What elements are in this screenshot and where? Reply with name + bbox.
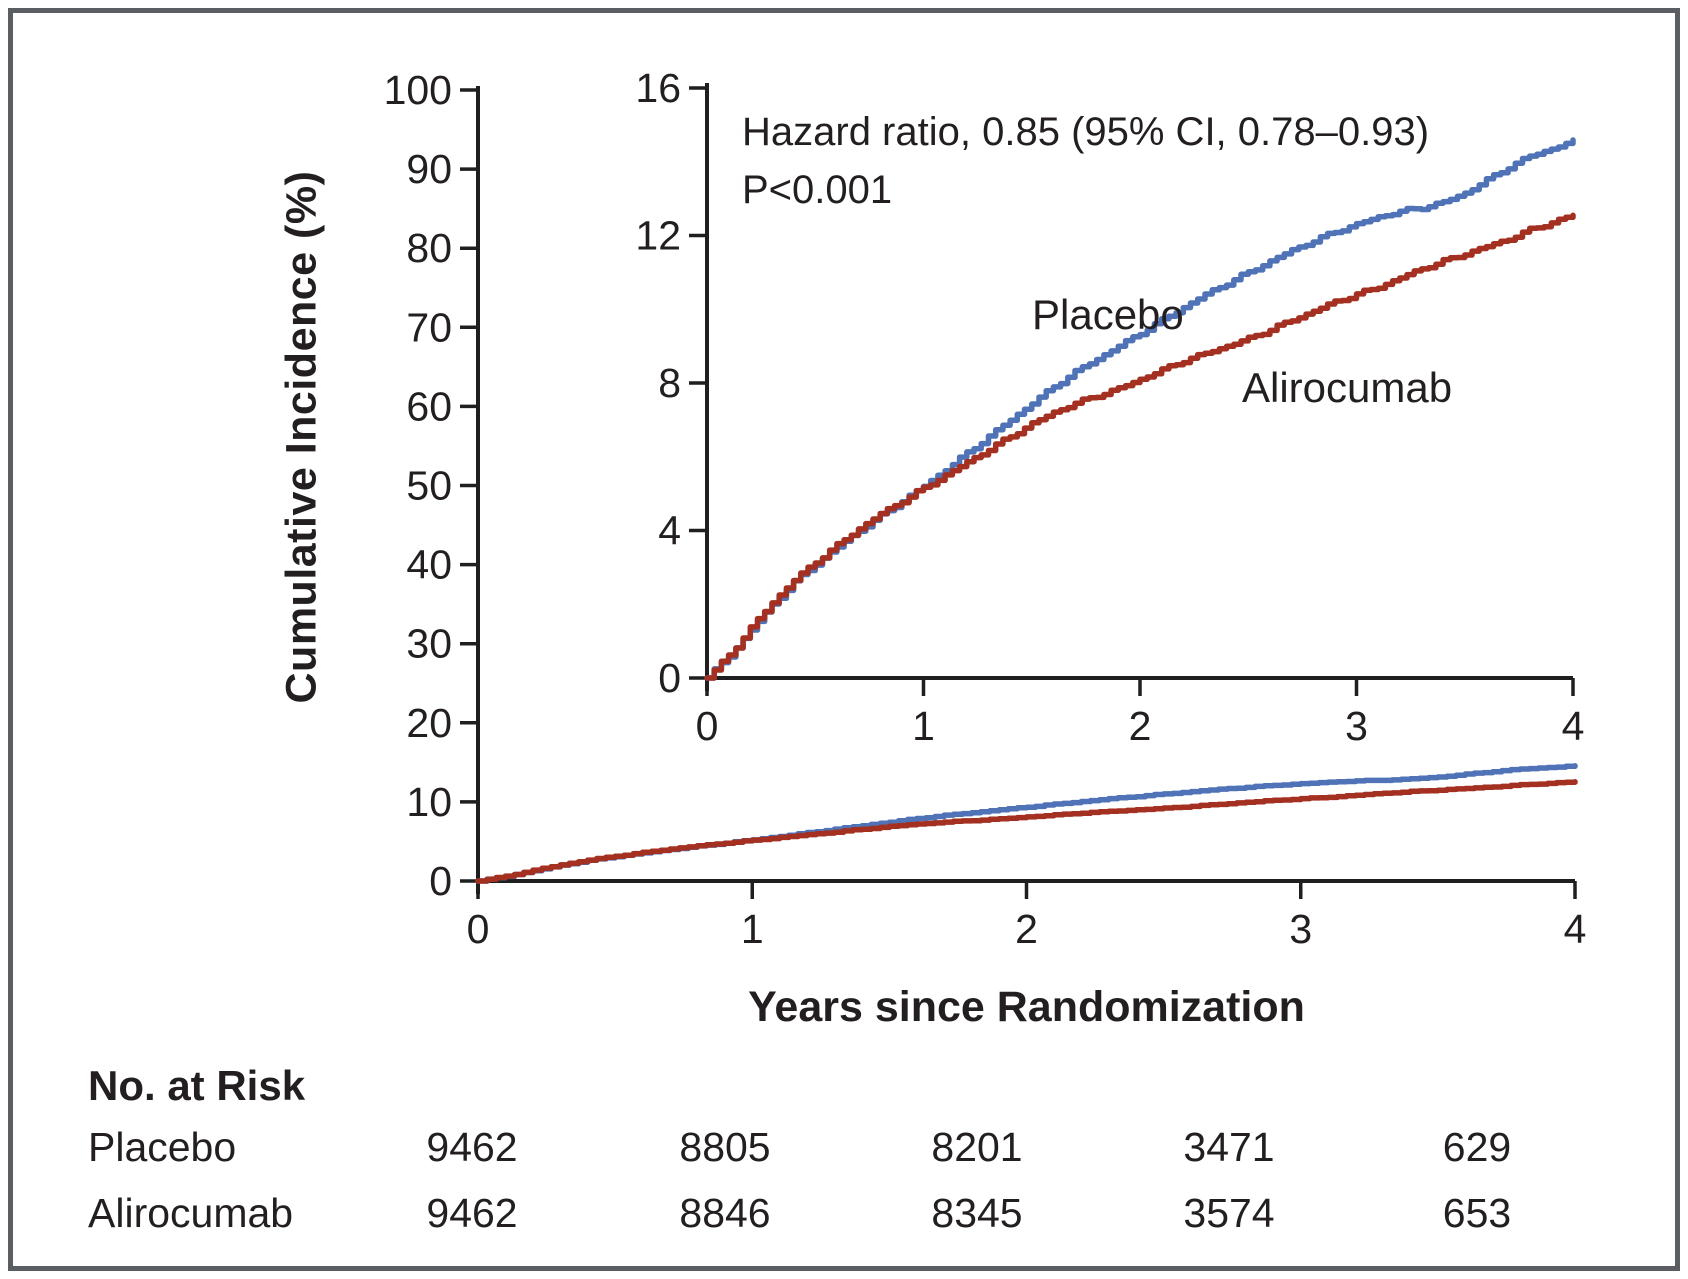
inset-x-tick-label: 3: [1345, 703, 1368, 749]
risk-value: 3471: [1183, 1124, 1275, 1170]
risk-value: 629: [1442, 1124, 1512, 1170]
risk-value: 9462: [426, 1190, 518, 1236]
main-x-tick-label: 4: [1564, 906, 1587, 952]
risk-value: 8345: [931, 1190, 1023, 1236]
risk-value: 9462: [426, 1124, 518, 1170]
placebo-curve: [475, 762, 1578, 884]
y-axis-title: Cumulative Incidence (%): [277, 170, 326, 704]
main-y-tick-label: 0: [429, 858, 452, 904]
inset-x-tick-label: 2: [1129, 703, 1152, 749]
main-y-tick-label: 80: [406, 225, 452, 271]
main-y-tick-label: 30: [406, 621, 452, 667]
risk-value: 8201: [931, 1124, 1023, 1170]
inset-y-tick-label: 12: [635, 213, 681, 259]
inset-y-tick-label: 0: [658, 655, 681, 701]
inset-y-tick-label: 8: [658, 360, 681, 406]
main-y-tick-label: 50: [406, 463, 452, 509]
main-x-tick-label: 1: [741, 906, 764, 952]
main-y-tick-label: 10: [406, 779, 452, 825]
risk-value: 3574: [1183, 1190, 1275, 1236]
inset-x-tick-label: 0: [696, 703, 719, 749]
alirocumab-curve: [475, 778, 1578, 884]
inset-x-tick-label: 4: [1562, 703, 1585, 749]
risk-row-label: Alirocumab: [88, 1190, 294, 1236]
x-axis-title: Years since Randomization: [748, 983, 1305, 1031]
p-value-annotation: P<0.001: [742, 168, 893, 212]
placebo-curve-label: Placebo: [1032, 291, 1184, 338]
main-y-tick-label: 20: [406, 700, 452, 746]
risk-row-label: Placebo: [88, 1124, 237, 1170]
inset-x-tick-label: 1: [912, 703, 935, 749]
main-x-tick-label: 0: [467, 906, 490, 952]
main-x-tick-label: 3: [1289, 906, 1312, 952]
risk-value: 8846: [679, 1190, 771, 1236]
alirocumab-curve: [704, 212, 1576, 681]
main-y-tick-label: 100: [384, 67, 452, 113]
main-y-tick-label: 70: [406, 304, 452, 350]
main-y-tick-label: 60: [406, 383, 452, 429]
main-curves: [475, 762, 1578, 884]
risk-value: 653: [1442, 1190, 1512, 1236]
inset-y-tick-label: 16: [635, 65, 681, 111]
main-x-tick-label: 2: [1015, 906, 1038, 952]
main-y-tick-label: 40: [406, 542, 452, 588]
main-y-tick-label: 90: [406, 146, 452, 192]
risk-table-title: No. at Risk: [88, 1062, 306, 1109]
inset-y-tick-label: 4: [658, 508, 681, 554]
hazard-ratio-annotation: Hazard ratio, 0.85 (95% CI, 0.78–0.93): [742, 110, 1430, 154]
alirocumab-curve-label: Alirocumab: [1242, 364, 1453, 411]
risk-value: 8805: [679, 1124, 771, 1170]
inset-curves: [704, 137, 1576, 681]
